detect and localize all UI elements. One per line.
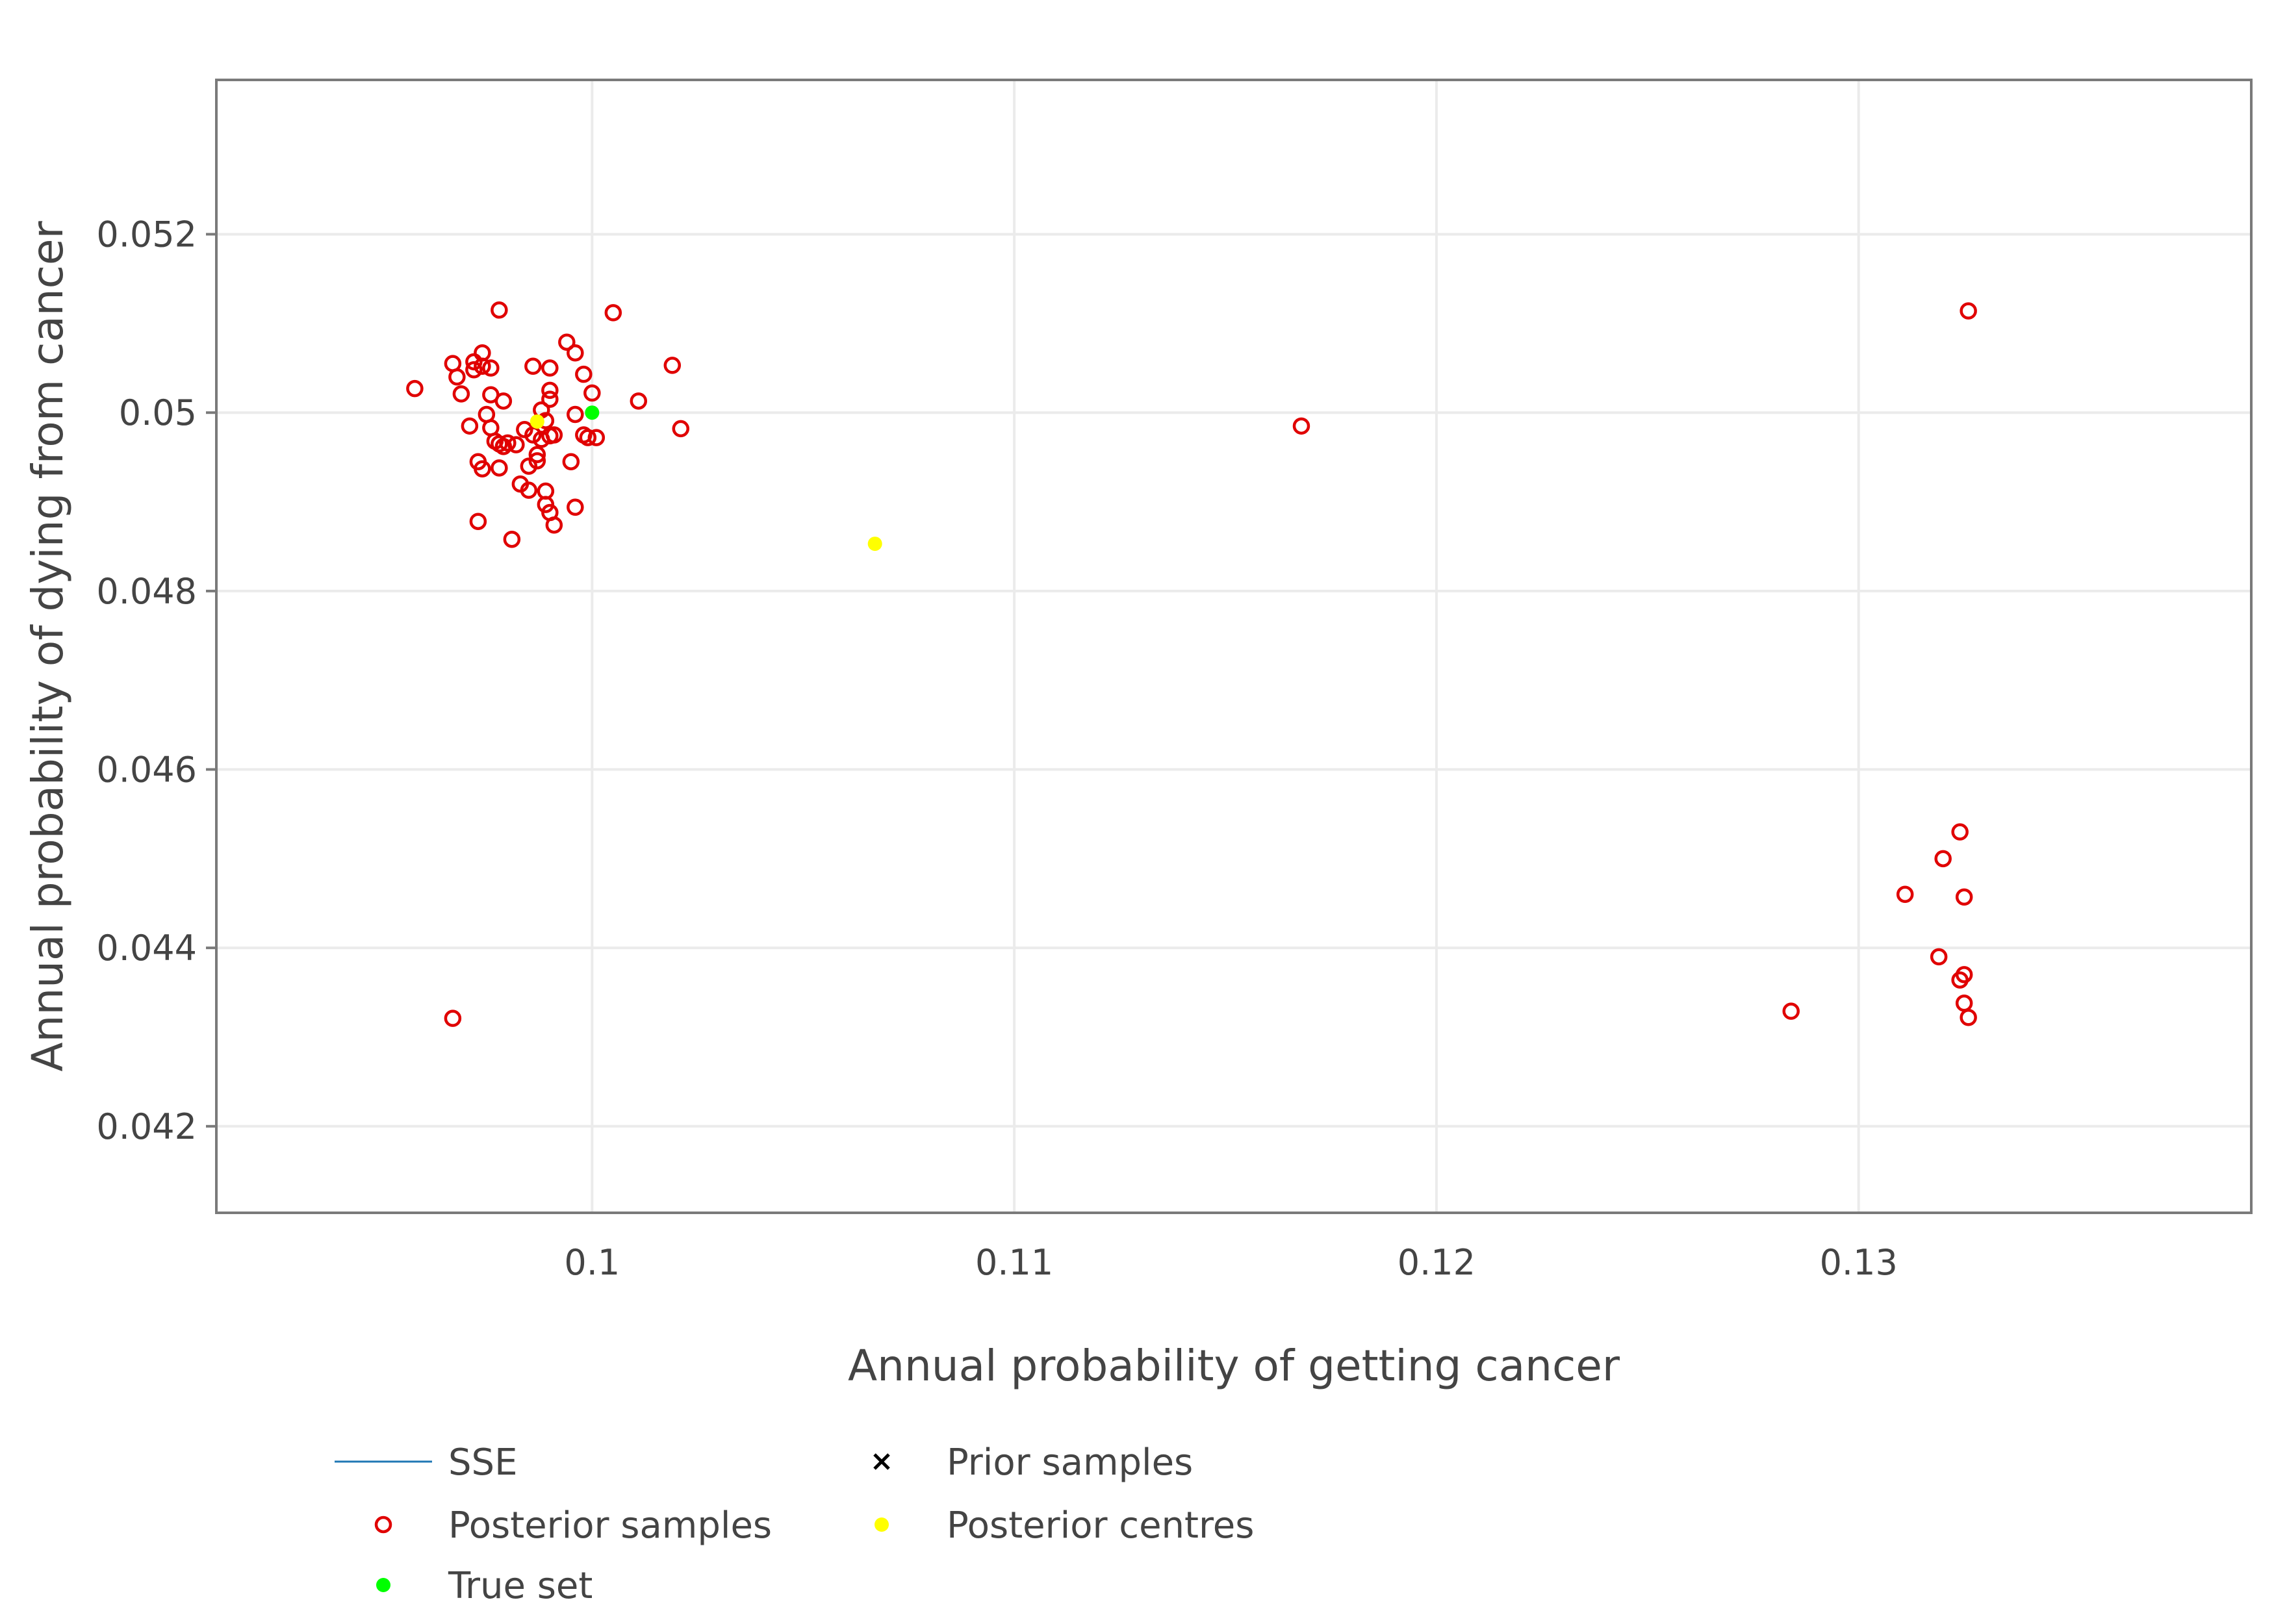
legend-label: Posterior samples <box>448 1504 772 1547</box>
y-tick-label: 0.052 <box>96 214 197 255</box>
posterior-samples-point <box>541 381 559 400</box>
legend-item-posterior-samples: Posterior samples <box>374 1504 772 1547</box>
x-stroke <box>873 1453 890 1470</box>
posterior-samples-point <box>507 436 525 453</box>
posterior-samples-point <box>491 459 508 477</box>
posterior-samples-point <box>1292 417 1310 435</box>
posterior-samples-point <box>562 453 580 470</box>
posterior-samples-point <box>494 392 513 410</box>
posterior-samples-point <box>541 390 559 408</box>
plot-frame <box>215 79 2253 1214</box>
posterior-samples-point <box>558 333 576 351</box>
posterior-samples-point <box>465 353 483 371</box>
posterior-samples-point <box>516 421 533 438</box>
posterior-samples-point <box>1934 850 1952 868</box>
legend-item-sse: SSE <box>335 1441 517 1484</box>
posterior-samples-point <box>482 359 500 377</box>
legend-marker <box>374 1516 392 1534</box>
posterior-samples-point <box>452 385 470 403</box>
posterior-samples-point <box>1955 995 1973 1012</box>
legend-label: Prior samples <box>947 1441 1193 1484</box>
data-points <box>406 301 1977 1027</box>
y-tick-label: 0.042 <box>96 1106 197 1147</box>
posterior-samples-point <box>541 359 559 377</box>
posterior-samples-point <box>579 429 597 446</box>
legend-item-posterior-centres: Posterior centres <box>875 1504 1254 1547</box>
legend-marker <box>873 1453 890 1470</box>
posterior-samples-point <box>545 516 563 534</box>
posterior-samples-point <box>528 452 546 470</box>
posterior-samples-point <box>1930 948 1948 966</box>
posterior-samples-point <box>567 498 584 516</box>
posterior-samples-point <box>575 365 593 383</box>
posterior-centres-point <box>530 414 544 429</box>
posterior-samples-point <box>672 420 690 438</box>
posterior-samples-point <box>444 355 462 372</box>
x-tick-label: 0.13 <box>1820 1242 1898 1283</box>
y-tick-label: 0.048 <box>96 571 197 612</box>
posterior-samples-point <box>1960 302 1977 320</box>
posterior-samples-point <box>520 481 538 499</box>
posterior-samples-point <box>524 426 542 444</box>
posterior-samples-point <box>444 1009 462 1027</box>
y-tick-label: 0.044 <box>96 928 197 969</box>
y-tick-label: 0.046 <box>96 750 197 791</box>
legend-item-true-set: True set <box>376 1565 593 1607</box>
x-axis-title: Annual probability of getting cancer <box>848 1341 1620 1391</box>
legend-marker <box>376 1578 390 1592</box>
x-tick-label: 0.1 <box>564 1242 620 1283</box>
posterior-samples-point <box>583 384 601 402</box>
posterior-samples-point <box>1782 1002 1800 1020</box>
gridlines <box>216 80 2251 1213</box>
posterior-samples-point <box>465 361 483 379</box>
x-tick-label: 0.12 <box>1398 1242 1476 1283</box>
posterior-samples-point <box>1955 966 1973 983</box>
posterior-samples-point <box>474 460 491 477</box>
posterior-samples-point <box>524 357 542 375</box>
posterior-samples-point <box>474 357 491 375</box>
posterior-samples-point <box>520 457 538 475</box>
posterior-centres-point <box>867 537 882 552</box>
posterior-samples-point <box>406 379 424 398</box>
y-tick-label: 0.05 <box>119 392 197 433</box>
legend-marker <box>875 1517 889 1532</box>
posterior-samples-point <box>545 426 563 444</box>
true-set-point <box>585 405 600 420</box>
posterior-samples-point <box>567 344 584 362</box>
posterior-samples-point <box>1955 888 1973 906</box>
posterior-samples-point <box>503 530 521 548</box>
legend-item-prior-samples: Prior samples <box>873 1441 1193 1484</box>
legend-label: SSE <box>448 1441 517 1484</box>
y-axis-title: Annual probability of dying from cancer <box>23 221 73 1072</box>
posterior-samples-point <box>1896 885 1914 904</box>
posterior-samples-point <box>567 405 584 424</box>
posterior-samples-point <box>1960 1009 1977 1026</box>
x-tick-label: 0.11 <box>975 1242 1053 1283</box>
posterior-samples-point <box>499 434 517 452</box>
posterior-samples-point <box>630 392 648 410</box>
posterior-samples-point <box>469 513 487 530</box>
posterior-samples-point <box>1951 823 1969 841</box>
posterior-samples-point <box>491 301 508 319</box>
posterior-samples-point <box>461 417 479 435</box>
posterior-samples-point <box>587 429 606 446</box>
legend: SSE Prior samples Posterior samples Posteri… <box>335 1441 1254 1607</box>
posterior-samples-point <box>663 357 682 374</box>
legend-label: True set <box>448 1565 593 1607</box>
posterior-samples-point <box>528 446 546 464</box>
legend-label: Posterior centres <box>947 1504 1254 1547</box>
posterior-samples-point <box>604 304 622 322</box>
tick-labels: 0.1 0.11 0.12 0.13 0.042 0.044 0.046 0.048 0.05 0… <box>96 214 1897 1283</box>
